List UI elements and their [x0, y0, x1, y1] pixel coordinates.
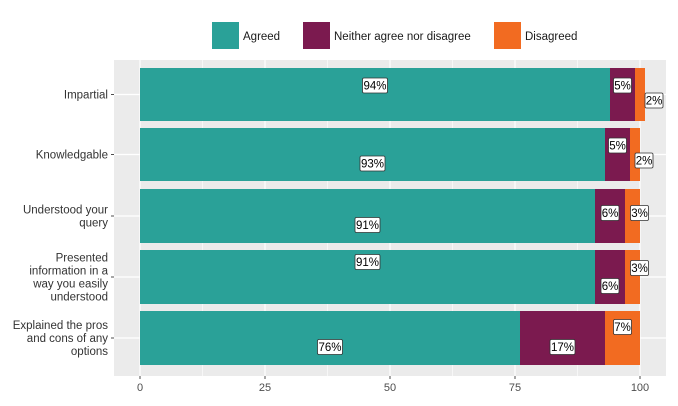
legend-swatch — [494, 22, 521, 49]
x-tick-label: 50 — [384, 382, 396, 394]
data-label-text: 6% — [602, 208, 619, 220]
x-tick-label: 100 — [631, 382, 649, 394]
data-label-text: 5% — [609, 141, 626, 153]
x-axis: 0 25 50 75 100 — [137, 376, 649, 394]
bar-disagreed — [625, 250, 640, 304]
bar-neutral — [595, 250, 625, 304]
data-label: 2% — [644, 92, 664, 109]
data-label: 5% — [613, 77, 632, 94]
x-tick-label: 25 — [259, 382, 271, 394]
data-label-text: 17% — [551, 342, 574, 354]
bar-agreed — [140, 189, 595, 243]
category-label: Knowledgable — [36, 150, 108, 162]
bar-neutral — [610, 68, 635, 121]
data-label: 7% — [613, 319, 632, 335]
data-label-text: 91% — [356, 220, 379, 232]
legend-item-disagreed: Disagreed — [494, 22, 577, 49]
legend: Agreed Neither agree nor disagree Disagree… — [212, 22, 577, 49]
bars — [140, 68, 645, 365]
data-label-box — [354, 254, 381, 270]
data-labels: 94% 5% 2% 93% 5% 2% 91% 6% 3% 91% 6% 3% 76% 17% 7% — [317, 77, 664, 355]
data-label-box — [644, 92, 664, 109]
data-label: 91% — [354, 254, 381, 270]
data-label: 76% — [317, 339, 343, 355]
data-label: 5% — [608, 137, 627, 154]
data-label-text: 94% — [363, 81, 386, 93]
bar-neutral — [520, 311, 605, 365]
data-label-text: 6% — [602, 281, 619, 293]
data-label: 94% — [362, 77, 388, 94]
category-label: Explained the pros and cons of any options — [13, 320, 109, 358]
data-label-box — [608, 137, 627, 154]
data-label: 2% — [634, 152, 654, 169]
data-label-box — [600, 205, 620, 221]
data-label-text: 76% — [318, 342, 341, 354]
legend-item-neutral: Neither agree nor disagree — [303, 22, 471, 49]
data-label-box — [362, 77, 388, 94]
category-labels: Impartial Knowledgable Understood your quer… — [13, 90, 114, 358]
data-label: 6% — [600, 205, 620, 221]
category-label: Impartial — [64, 90, 108, 102]
data-label-box — [630, 205, 649, 221]
data-label: 93% — [359, 155, 386, 172]
bar-neutral — [605, 128, 630, 181]
legend-swatch — [303, 22, 330, 49]
legend-label: Agreed — [243, 31, 280, 43]
bar-agreed — [140, 128, 605, 181]
category-label: Presented information in a way you easily u… — [29, 253, 108, 304]
data-label-text: 3% — [631, 263, 648, 275]
data-label-box — [549, 339, 576, 355]
legend-label: Disagreed — [525, 31, 577, 43]
bar-agreed — [140, 68, 610, 121]
data-label: 91% — [354, 217, 381, 233]
bar-agreed — [140, 311, 520, 365]
legend-item-agreed: Agreed — [212, 22, 280, 49]
data-label-box — [630, 260, 649, 276]
data-label-box — [613, 319, 632, 335]
data-label-box — [359, 155, 386, 172]
legend-label: Neither agree nor disagree — [334, 31, 471, 43]
category-label: Understood your query — [23, 205, 108, 230]
data-label-text: 7% — [614, 322, 631, 334]
data-label: 17% — [549, 339, 576, 355]
x-tick-label: 75 — [509, 382, 521, 394]
data-label-text: 93% — [361, 159, 384, 171]
data-label-box — [354, 217, 381, 233]
data-label: 6% — [600, 278, 620, 294]
data-label: 3% — [630, 260, 649, 276]
data-label-text: 2% — [636, 156, 653, 168]
data-label-text: 5% — [614, 81, 631, 93]
data-label-box — [634, 152, 654, 169]
data-label-box — [613, 77, 632, 94]
legend-swatch — [212, 22, 239, 49]
data-label-box — [317, 339, 343, 355]
data-label-box — [600, 278, 620, 294]
data-label-text: 3% — [631, 208, 648, 220]
data-label: 3% — [630, 205, 649, 221]
bar-disagreed — [635, 68, 645, 121]
data-label-text: 2% — [646, 96, 663, 108]
data-label-text: 91% — [356, 257, 379, 269]
x-tick-label: 0 — [137, 382, 143, 394]
